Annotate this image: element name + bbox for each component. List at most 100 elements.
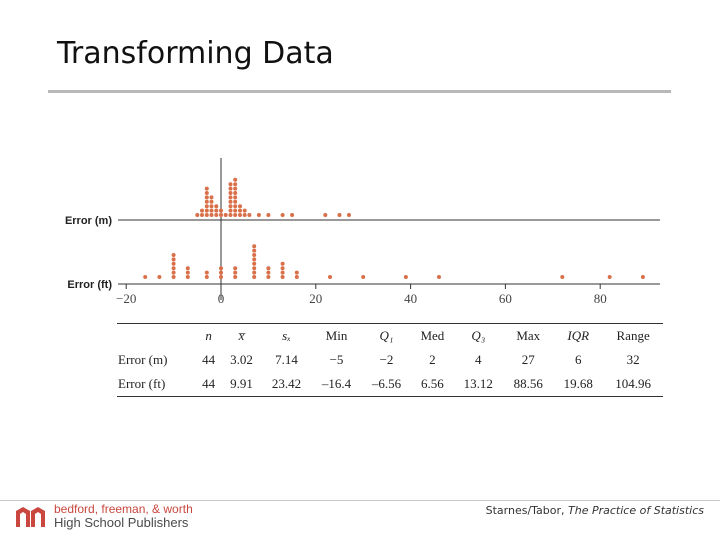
dot-point [233,204,238,209]
dot-point [214,204,219,209]
x-axis-tick-label: 0 [218,291,225,306]
dot-point [219,270,223,275]
x-axis-tick-label: −20 [116,291,136,306]
dot-point [233,191,238,195]
citation-authors: Starnes/Tabor, [485,504,565,517]
header-sd: sₓ [261,323,312,348]
dot-point [280,270,285,275]
dot-point [228,191,233,195]
dot-point [233,270,238,275]
table-cell: 27 [521,352,535,367]
header-iqr: IQR [553,323,604,348]
dot-point [560,275,565,279]
dot-point [209,199,214,204]
dot-point [361,275,366,279]
dot-point [219,275,223,279]
header-q1: Q₁ [361,323,412,348]
dot-point [233,182,238,187]
dot-point [143,275,148,279]
dot-point [185,275,190,279]
dot-point [204,191,209,195]
dot-point [200,208,204,213]
dot-point [209,208,214,213]
dot-point [219,213,223,217]
table-cell: 88.56 [503,372,554,397]
x-axis-tick-label: 20 [309,291,322,306]
dot-point [223,213,228,217]
table-cell: 6.56 [411,372,454,397]
header-blank [117,323,196,348]
dot-point [195,213,200,217]
dot-point [228,208,233,213]
row-label: Error (ft) [117,372,196,397]
dot-point [266,266,271,271]
dot-point [204,186,209,191]
dot-point [294,275,299,279]
table-cell: 32 [626,352,640,367]
dot-point [200,213,204,217]
dot-point [328,275,332,279]
x-axis-tick-label: 40 [404,291,417,306]
table-cell: 44 [195,372,222,397]
publisher-logo-icon [16,507,45,527]
dot-point [640,275,645,279]
x-axis-ticks: −20 0 20 40 60 80 [116,284,607,306]
citation-book-title: The Practice of Statistics [568,504,704,517]
dot-point [209,204,214,209]
dot-point [171,257,176,262]
table-header-row: n x̅ sₓ Min Q₁ Med Q₃ Max IQR Range [117,323,663,348]
header-range: Range [603,323,663,348]
dot-point [280,275,285,279]
dot-point [607,275,612,279]
dot-point [204,208,209,213]
dot-point [171,253,176,257]
dot-point [233,275,238,279]
dot-point [280,266,285,271]
series-label-meters: Error (m) [65,215,112,227]
dot-point [214,213,219,217]
summary-statistics-table: n x̅ sₓ Min Q₁ Med Q₃ Max IQR Range Erro… [117,323,663,397]
dot-point [204,275,209,279]
dot-point [204,213,209,217]
table-cell: –16.4 [311,372,362,397]
table-cell: 9.91 [221,372,262,397]
dot-point [252,244,257,249]
dot-point [185,270,190,275]
dot-point [238,208,242,213]
dot-point [238,204,242,209]
dot-point [437,275,441,279]
dot-point [238,213,242,217]
dot-point [228,199,233,204]
dot-point [228,186,233,191]
dot-point [280,261,285,266]
header-n: n [195,323,222,348]
dot-point [214,208,219,213]
dot-point [233,195,238,200]
dot-point [204,204,209,209]
dot-point [266,213,271,217]
table-cell: –6.56 [361,372,412,397]
dot-point [204,195,209,200]
dot-point [252,275,257,279]
dot-point [171,266,176,271]
footer-divider [0,500,720,501]
publisher-name: bedford, freeman, & worth [54,502,193,516]
dot-point [256,213,261,217]
dot-point [209,213,214,217]
table-row: Error (ft) 44 9.91 23.42 –16.4 –6.56 6.5… [117,372,663,397]
table-cell: −5 [329,352,344,367]
dot-point [171,261,176,266]
dotplot-chart: Error (m) Error (ft) −20 0 20 40 60 80 [65,158,660,306]
dots-feet [143,244,645,279]
dot-point [228,204,233,209]
dot-point [266,275,271,279]
dot-point [252,253,257,257]
dot-point [233,199,238,204]
book-citation: Starnes/Tabor, The Practice of Statistic… [486,504,704,517]
dot-point [204,270,209,275]
series-label-feet: Error (ft) [67,279,112,291]
title-divider [48,90,671,93]
table-cell: 2 [429,352,436,367]
dot-point [228,182,233,187]
table-row: Error (m) 44 3.02 7.14 −5 −2 2 4 27 6 32 [117,348,663,372]
